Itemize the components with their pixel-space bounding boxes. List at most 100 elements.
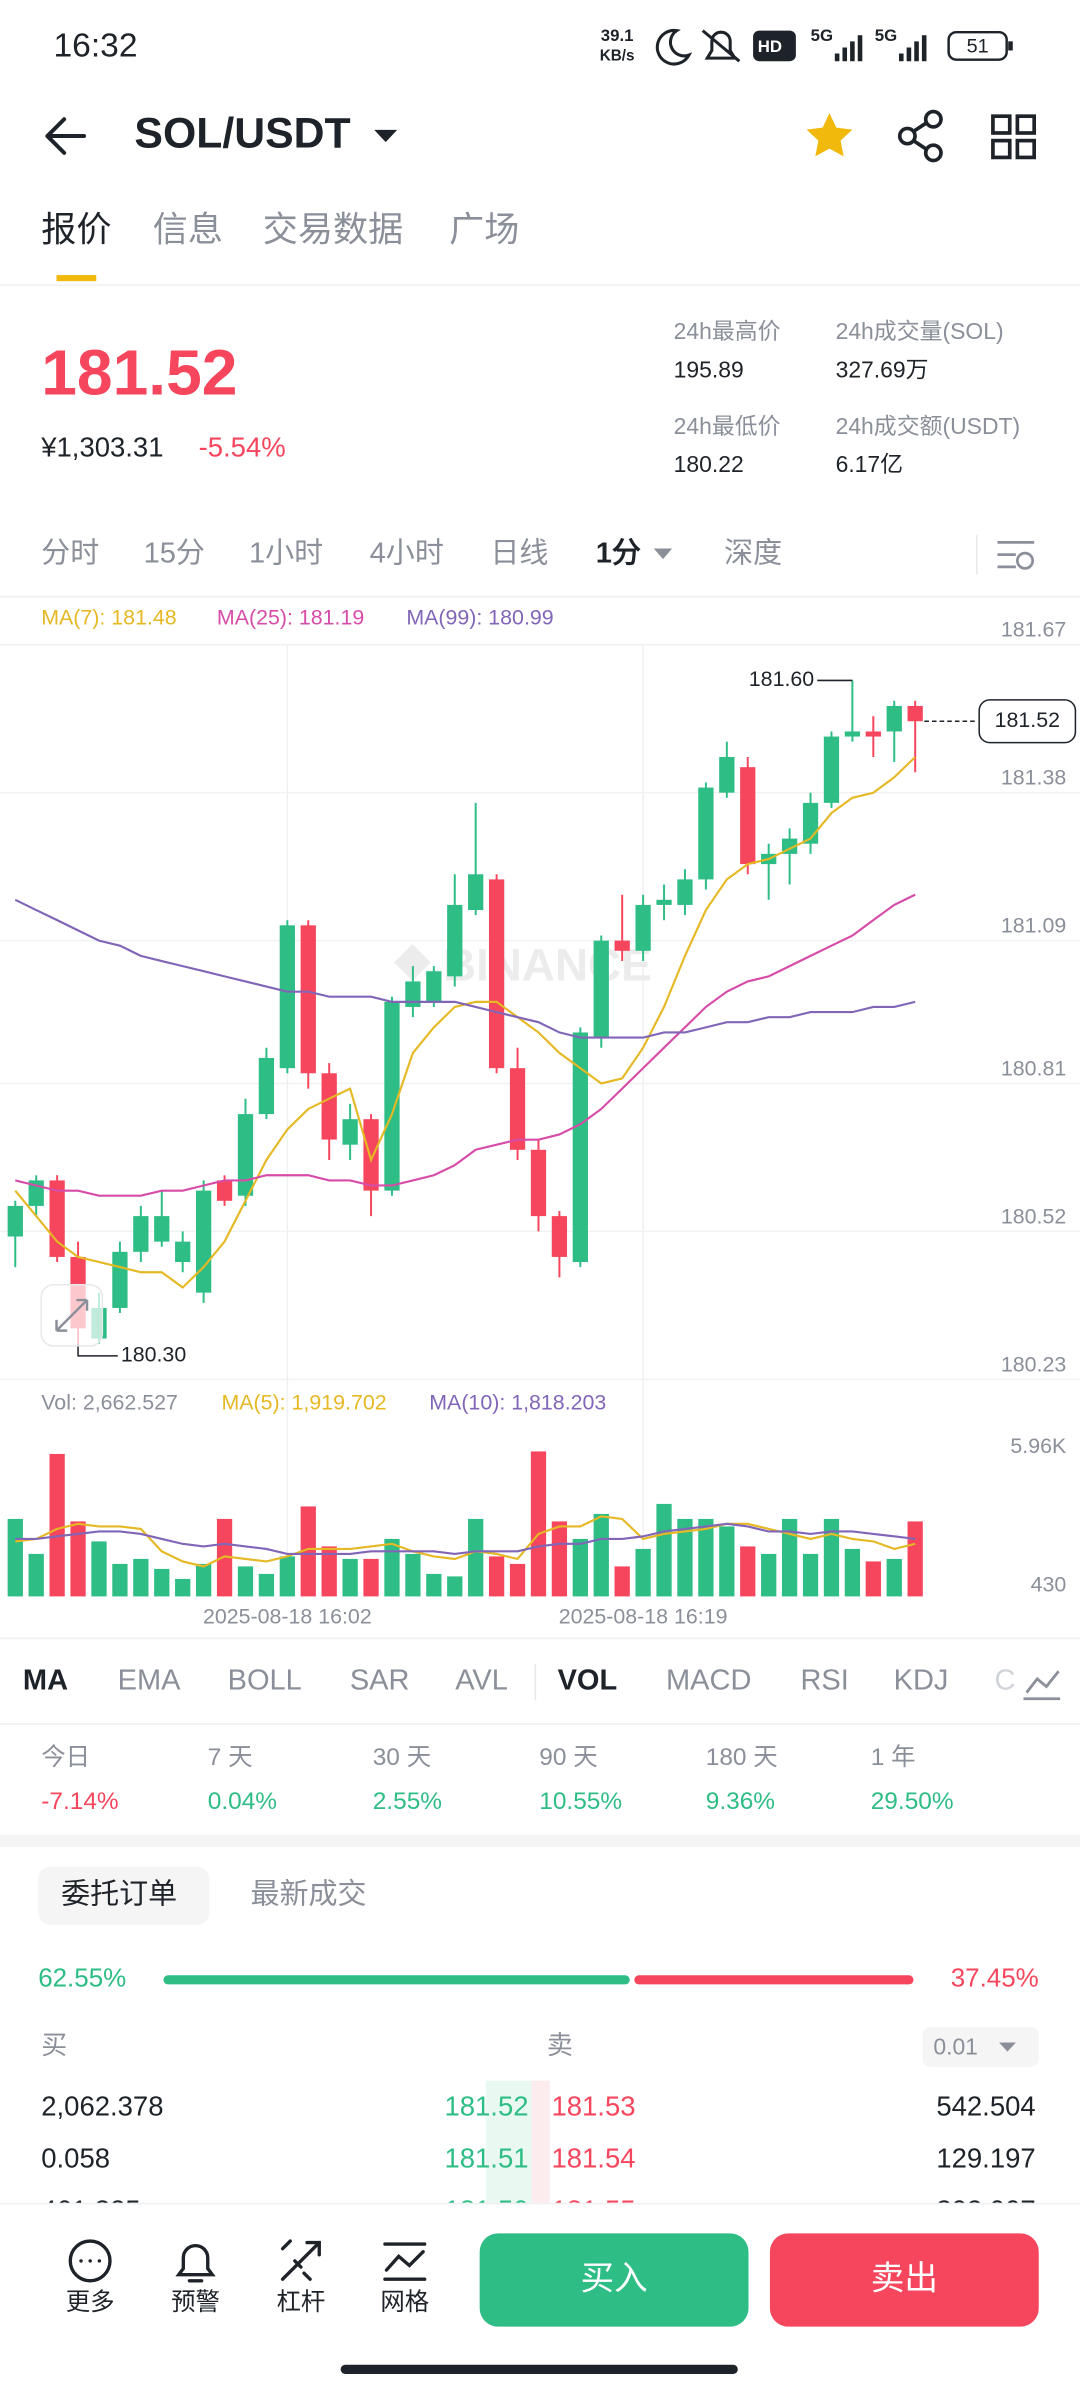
- indicator[interactable]: RSI: [800, 1665, 848, 1697]
- tool-label[interactable]: 预警: [171, 2288, 220, 2316]
- vol-legend: Vol: 2,662.527: [41, 1391, 178, 1415]
- y-tick-label: 180.23: [1001, 1352, 1066, 1376]
- tool-icon[interactable]: [280, 2239, 321, 2281]
- pair-name[interactable]: SOL/USDT: [134, 109, 350, 157]
- volume-bar: [258, 1573, 275, 1597]
- buy-label[interactable]: 买入: [580, 2261, 647, 2298]
- bid-depth: [485, 2080, 532, 2219]
- indicator-active[interactable]: VOL: [558, 1665, 618, 1697]
- sell-button[interactable]: [769, 2233, 1039, 2327]
- price-change: -5.54%: [199, 431, 286, 462]
- tool-icon[interactable]: [175, 2243, 216, 2283]
- precision-pill[interactable]: [922, 2027, 1039, 2067]
- interval-dropdown[interactable]: [653, 548, 673, 560]
- volume-bar: [656, 1503, 672, 1597]
- share-button[interactable]: [897, 109, 943, 163]
- bid-ratio-bar: [163, 1975, 630, 1985]
- divider: [0, 1637, 1080, 1640]
- tool-icon[interactable]: [68, 2239, 112, 2283]
- tool-label[interactable]: 杠杆: [276, 2288, 325, 2316]
- vol-ma-line: [15, 1515, 916, 1568]
- volume-bar: [677, 1518, 693, 1597]
- precision[interactable]: 0.01: [933, 2034, 978, 2060]
- low-label: 180.30: [121, 1343, 186, 1367]
- indicator[interactable]: C: [994, 1665, 1015, 1697]
- precision-dropdown[interactable]: [999, 2042, 1016, 2052]
- orderbook-tab[interactable]: 最新成交: [251, 1877, 367, 1910]
- x-tick-label: 2025-08-18 16:02: [203, 1604, 372, 1628]
- candle-body: [865, 731, 881, 737]
- volume-bar: [781, 1518, 798, 1597]
- sell-label[interactable]: 卖出: [871, 2260, 938, 2298]
- interval[interactable]: 日线: [490, 536, 548, 569]
- mute-icon: [701, 29, 741, 63]
- volume-bar: [886, 1558, 902, 1597]
- interval[interactable]: 1小时: [249, 536, 323, 569]
- candle-body: [907, 705, 923, 722]
- pair-dropdown[interactable]: [374, 129, 398, 143]
- high-label: 181.60: [749, 667, 814, 691]
- layout-button[interactable]: [991, 114, 1037, 160]
- candle-body: [195, 1190, 212, 1293]
- back-button[interactable]: [45, 117, 87, 155]
- candle-body: [719, 756, 735, 793]
- indicator-active[interactable]: MA: [23, 1665, 68, 1697]
- stat-value: 195.89: [674, 356, 744, 382]
- tab[interactable]: 交易数据: [263, 211, 404, 250]
- tool-icon[interactable]: [383, 2242, 427, 2281]
- volume-bar: [300, 1506, 316, 1597]
- battery-tip: [1008, 41, 1013, 51]
- indicator[interactable]: AVL: [455, 1665, 508, 1697]
- volume-bar: [635, 1548, 651, 1597]
- volume-bar: [133, 1558, 149, 1597]
- orderbook-tab-active[interactable]: 委托订单: [61, 1877, 177, 1910]
- chart-settings[interactable]: [997, 541, 1035, 570]
- volume-bar: [28, 1553, 44, 1597]
- candle-body: [175, 1241, 191, 1263]
- indicator[interactable]: BOLL: [228, 1665, 302, 1697]
- tab-active[interactable]: 报价: [41, 211, 111, 250]
- volume-bar: [593, 1513, 609, 1597]
- candle-body: [258, 1057, 275, 1115]
- volume-bar: [237, 1566, 254, 1597]
- interval[interactable]: 15分: [144, 537, 205, 569]
- candle-body: [844, 731, 861, 737]
- candle-body: [488, 879, 505, 1069]
- candle-body: [279, 925, 295, 1069]
- tab-pill: [38, 1866, 210, 1925]
- candle-body: [572, 1032, 588, 1263]
- buy-button[interactable]: [479, 2233, 749, 2327]
- ask-header: 卖: [547, 2030, 573, 2060]
- volume-bar: [823, 1518, 840, 1597]
- divider: [0, 595, 1080, 598]
- volume-bar: [488, 1556, 505, 1597]
- interval[interactable]: 深度: [724, 536, 782, 569]
- vol-ma-legend: MA(5): 1,919.702: [221, 1391, 386, 1415]
- bid-price: 181.52: [444, 2090, 528, 2121]
- perf-value: -7.14%: [41, 1788, 118, 1815]
- stat-value: 6.17亿: [836, 451, 904, 477]
- tool-label[interactable]: 更多: [66, 2288, 115, 2316]
- volume-bar: [468, 1518, 484, 1597]
- candle-body: [614, 940, 630, 951]
- interval[interactable]: 分时: [41, 536, 99, 569]
- candle-body: [426, 971, 442, 1002]
- volume-bar: [907, 1521, 923, 1597]
- interval-active[interactable]: 1分: [596, 536, 641, 569]
- tool-label[interactable]: 网格: [380, 2288, 429, 2316]
- tab[interactable]: 信息: [153, 211, 223, 250]
- favorite-star[interactable]: [806, 113, 853, 157]
- indicator[interactable]: SAR: [350, 1665, 410, 1697]
- interval[interactable]: 4小时: [370, 536, 444, 569]
- separator: [976, 534, 978, 575]
- stat-value: 180.22: [674, 451, 744, 477]
- indicator[interactable]: EMA: [118, 1665, 182, 1697]
- indicator-settings[interactable]: [1023, 1670, 1061, 1701]
- hd-badge: [753, 30, 796, 62]
- candle-body: [342, 1119, 358, 1145]
- indicator[interactable]: MACD: [666, 1665, 751, 1697]
- indicator[interactable]: KDJ: [894, 1665, 949, 1697]
- volume-bar: [740, 1546, 756, 1597]
- tab[interactable]: 广场: [449, 211, 519, 250]
- volume-bar: [112, 1563, 128, 1597]
